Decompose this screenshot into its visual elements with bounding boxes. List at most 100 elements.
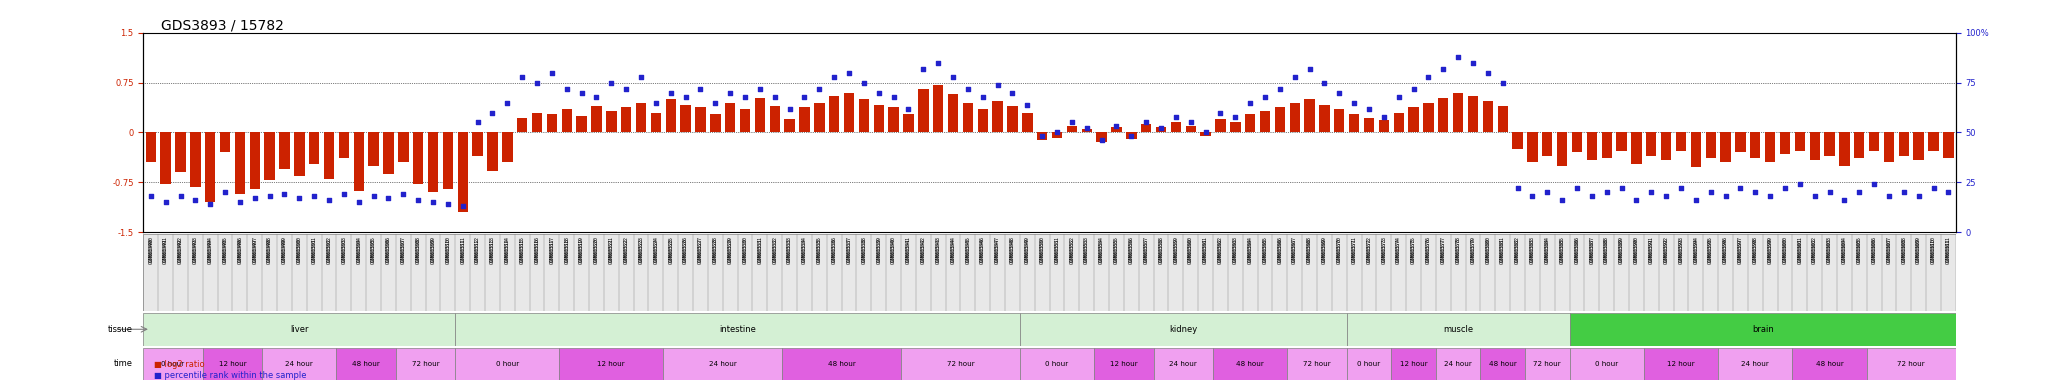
Point (297, 193, 330, 199)
Text: GSM603510: GSM603510 (444, 238, 451, 264)
Point (1352, 106, 1384, 112)
Point (1798, 193, 1831, 199)
Bar (143, 313, 455, 346)
Text: GSM603547: GSM603547 (995, 237, 999, 262)
Point (655, 89, 688, 96)
Text: GSM603564: GSM603564 (1247, 237, 1253, 262)
Text: GSM603509: GSM603509 (430, 237, 436, 262)
Text: ■ log2 ratio: ■ log2 ratio (154, 360, 205, 369)
Text: 72 hour: 72 hour (1896, 361, 1925, 367)
Text: GSM603599: GSM603599 (1767, 237, 1774, 262)
Text: GSM603498: GSM603498 (266, 238, 272, 264)
Text: GSM603505: GSM603505 (371, 237, 377, 262)
Text: GSM603558: GSM603558 (1159, 237, 1163, 262)
Bar (532, 113, 543, 132)
Point (461, 119, 494, 126)
Bar (934, 84, 944, 132)
Text: GSM603581: GSM603581 (1501, 237, 1505, 262)
Text: GSM603606: GSM603606 (1872, 238, 1876, 264)
Bar (428, 132, 438, 192)
Text: GSM603507: GSM603507 (401, 238, 406, 264)
Text: GSM603589: GSM603589 (1620, 237, 1624, 262)
Bar (901, 348, 1020, 380)
Point (1591, 189, 1624, 195)
Bar (1333, 109, 1343, 132)
Text: GSM603521: GSM603521 (608, 237, 614, 262)
Text: GSM603496: GSM603496 (238, 237, 242, 262)
Bar (1751, 132, 1761, 158)
Text: GSM603499: GSM603499 (283, 237, 287, 262)
Text: GSM603531: GSM603531 (758, 237, 762, 262)
Text: GSM603573: GSM603573 (1380, 237, 1386, 262)
Bar (694, 107, 707, 132)
Point (1858, 181, 1890, 187)
Text: GSM603537: GSM603537 (846, 238, 852, 264)
Text: GSM603598: GSM603598 (1753, 237, 1757, 262)
Text: 24 hour: 24 hour (1444, 361, 1473, 367)
Text: GSM603549: GSM603549 (1024, 237, 1030, 262)
Bar (1141, 124, 1151, 132)
Bar (1647, 132, 1657, 156)
Point (1917, 185, 1950, 192)
Point (1753, 193, 1786, 199)
Point (373, 195, 406, 202)
Point (313, 197, 346, 204)
Point (223, 199, 256, 205)
Text: GSM603607: GSM603607 (1886, 237, 1892, 262)
Bar (369, 132, 379, 166)
Bar (487, 132, 498, 171)
FancyBboxPatch shape (143, 234, 1956, 311)
Bar (1468, 96, 1479, 132)
Bar (1929, 132, 1939, 151)
Text: GSM603596: GSM603596 (1722, 237, 1729, 262)
Point (952, 86, 985, 92)
Bar (324, 132, 334, 179)
Text: GSM603576: GSM603576 (1425, 237, 1432, 262)
Bar (664, 348, 782, 380)
Text: GSM603573: GSM603573 (1380, 238, 1386, 264)
Bar (455, 313, 1020, 346)
Point (1769, 185, 1802, 192)
Text: GSM603602: GSM603602 (1812, 237, 1817, 262)
Point (1337, 99, 1370, 106)
Bar (784, 119, 795, 132)
Point (492, 99, 524, 106)
Bar (338, 132, 348, 158)
Text: GSM603526: GSM603526 (684, 237, 688, 262)
Text: 12 hour: 12 hour (1110, 361, 1139, 367)
Bar (1718, 348, 1792, 380)
Bar (397, 132, 408, 162)
Text: GSM603608: GSM603608 (1901, 238, 1907, 264)
Text: GSM603500: GSM603500 (297, 238, 301, 264)
Text: GSM603574: GSM603574 (1397, 238, 1401, 264)
Point (788, 93, 821, 99)
Bar (250, 132, 260, 189)
Text: GSM603505: GSM603505 (371, 238, 377, 264)
Text: 48 hour: 48 hour (827, 361, 856, 367)
Point (1665, 185, 1698, 192)
Point (1442, 53, 1475, 60)
Bar (1616, 132, 1626, 151)
Text: GSM603527: GSM603527 (698, 237, 702, 262)
Bar (1645, 348, 1718, 380)
Point (580, 93, 612, 99)
Point (1931, 189, 1964, 195)
Text: GSM603492: GSM603492 (178, 237, 182, 262)
Bar (1853, 132, 1864, 158)
Point (1055, 119, 1087, 126)
Text: GSM603538: GSM603538 (862, 238, 866, 264)
Point (416, 199, 449, 205)
Bar (666, 99, 676, 132)
Text: GSM603502: GSM603502 (326, 237, 332, 262)
Bar (1186, 126, 1196, 132)
Text: GSM603595: GSM603595 (1708, 238, 1714, 264)
Text: GSM603518: GSM603518 (565, 237, 569, 262)
Point (610, 86, 643, 92)
Text: GSM603590: GSM603590 (1634, 238, 1638, 264)
Bar (1423, 103, 1434, 132)
Text: GSM603575: GSM603575 (1411, 237, 1415, 262)
Point (535, 70, 567, 76)
Point (1040, 129, 1073, 136)
Text: 24 hour: 24 hour (1741, 361, 1769, 367)
Bar (1526, 348, 1569, 380)
